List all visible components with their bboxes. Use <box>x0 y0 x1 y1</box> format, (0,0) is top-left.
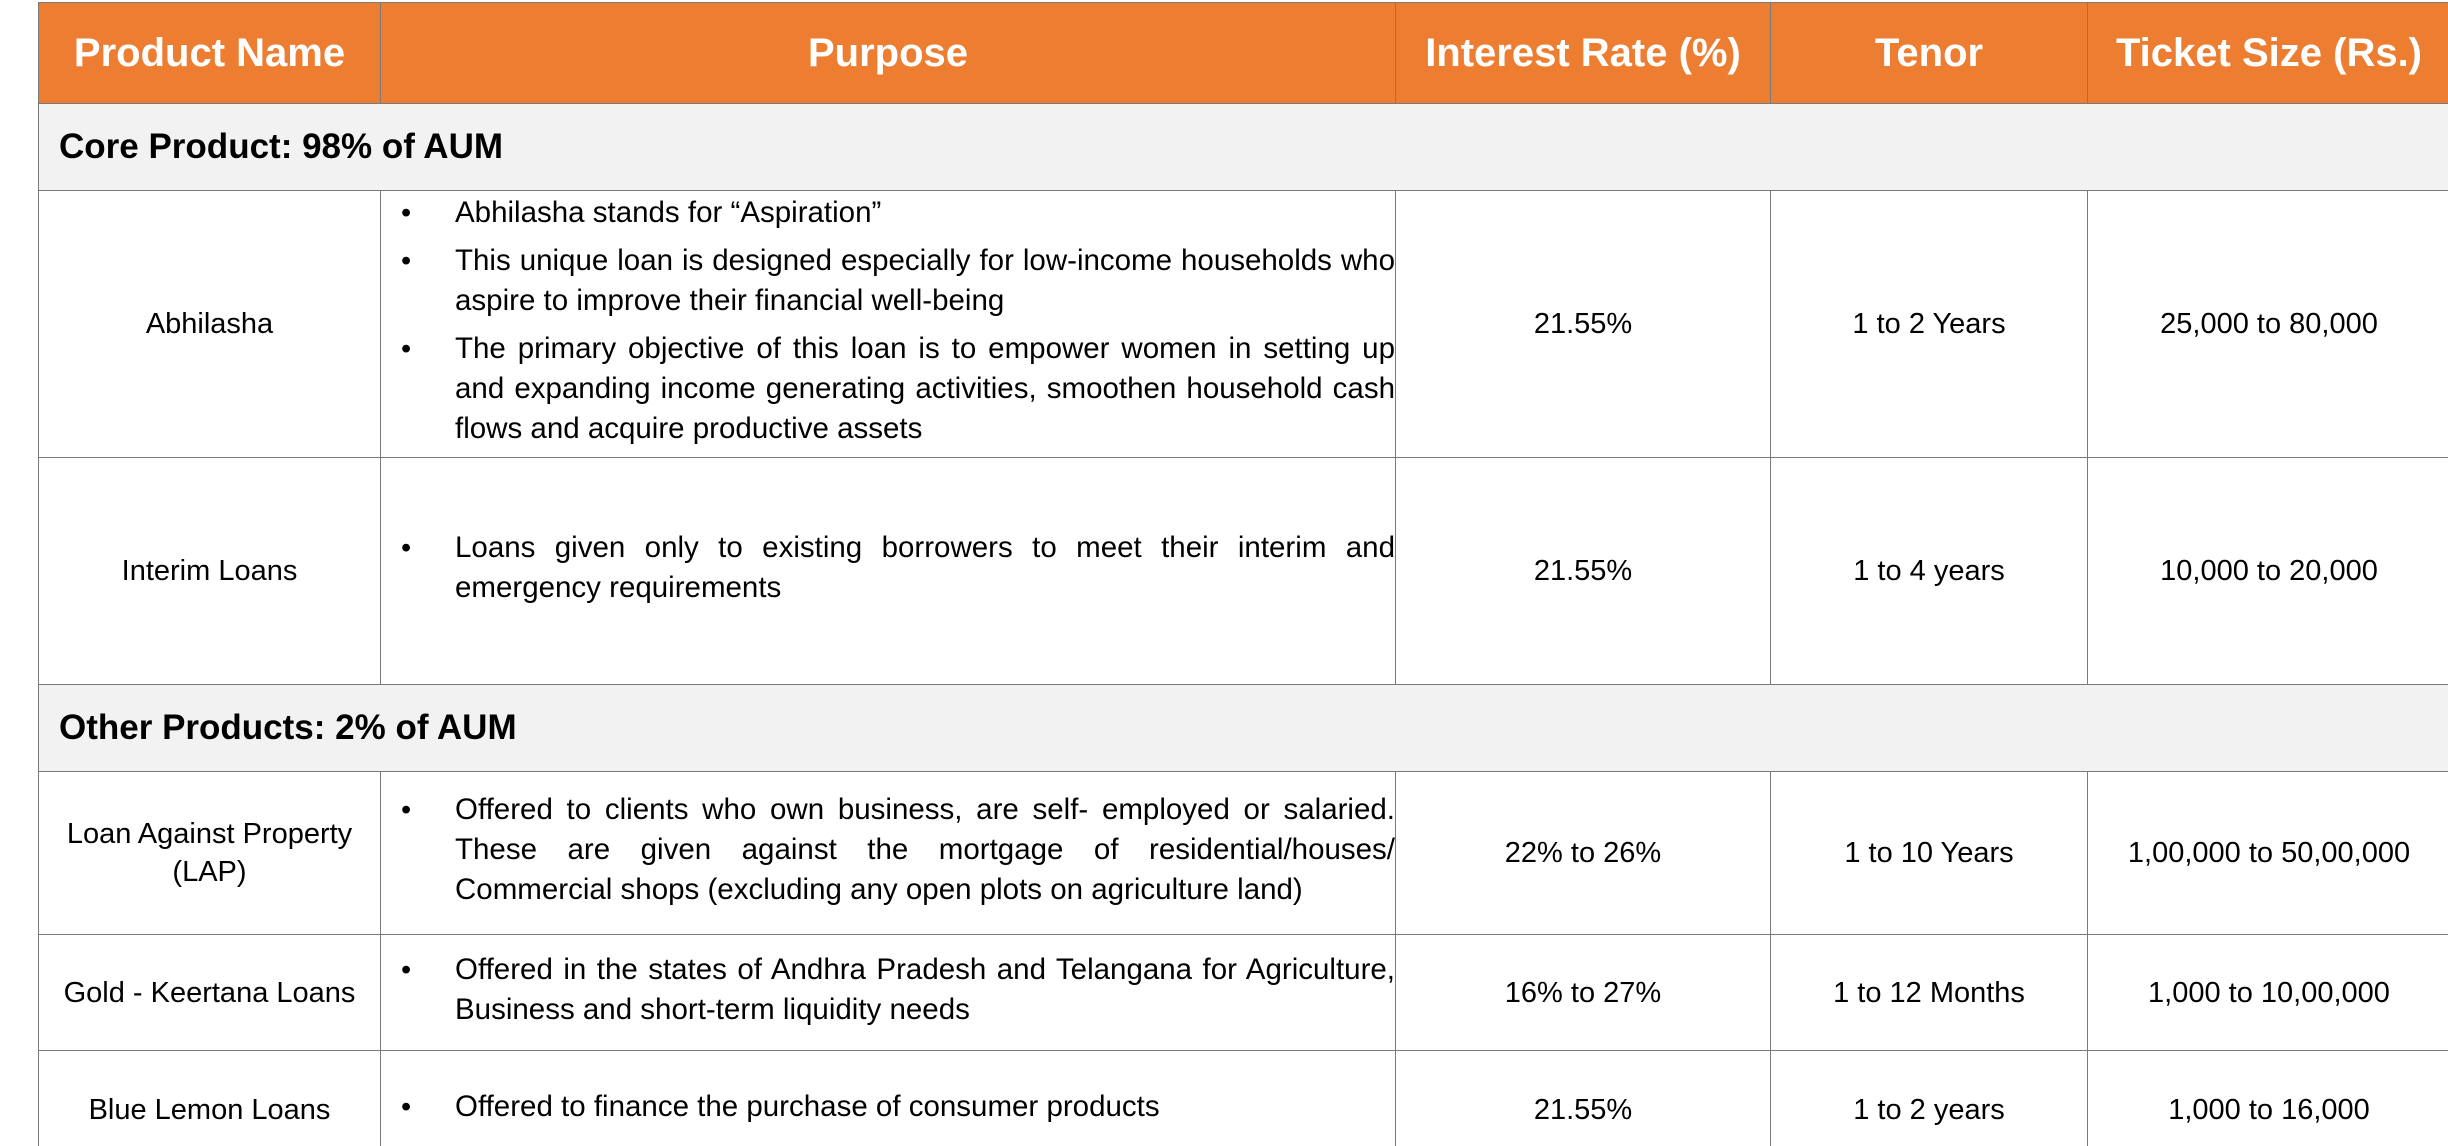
bullet-icon: • <box>401 245 412 277</box>
product-purpose: • Offered in the states of Andhra Pradesh… <box>380 934 1396 1051</box>
ticket-size: 1,000 to 16,000 <box>2087 1050 2448 1146</box>
table-row: Blue Lemon Loans • Offered to finance the… <box>38 1050 2448 1146</box>
interest-rate: 22% to 26% <box>1395 771 1771 935</box>
header-product-name: Product Name <box>38 2 381 104</box>
tenor: 1 to 2 Years <box>1770 190 2088 458</box>
purpose-list: • Offered in the states of Andhra Pradesh… <box>381 950 1395 1030</box>
bullet-icon: • <box>401 532 412 564</box>
section-row-core: Core Product: 98% of AUM <box>38 103 2448 191</box>
tenor: 1 to 4 years <box>1770 457 2088 685</box>
purpose-text: The primary objective of this loan is to… <box>455 332 1395 445</box>
purpose-item: • Offered in the states of Andhra Pradesh… <box>381 950 1395 1030</box>
purpose-list: • Loans given only to existing borrowers … <box>381 528 1395 608</box>
header-ticket-size: Ticket Size (Rs.) <box>2087 2 2448 104</box>
section-title: Core Product: 98% of AUM <box>38 103 2448 191</box>
bullet-icon: • <box>401 333 412 365</box>
purpose-list: • Offered to finance the purchase of cons… <box>381 1087 1395 1127</box>
purpose-item: • Loans given only to existing borrowers … <box>381 528 1395 608</box>
bullet-icon: • <box>401 794 412 826</box>
table-header: Product Name Purpose Interest Rate (%) T… <box>38 2 2448 104</box>
product-purpose: • Loans given only to existing borrowers … <box>380 457 1396 685</box>
purpose-item: • This unique loan is designed especially… <box>381 241 1395 321</box>
purpose-list: • Abhilasha stands for “Aspiration” • This… <box>381 193 1395 449</box>
interest-rate: 21.55% <box>1395 1050 1771 1146</box>
product-name: Interim Loans <box>38 457 381 685</box>
purpose-item: • Offered to finance the purchase of cons… <box>381 1087 1395 1127</box>
table-body: Core Product: 98% of AUM Abhilasha • Abhi… <box>38 103 2448 1146</box>
table-row: Loan Against Property (LAP) • Offered to … <box>38 771 2448 935</box>
table-row: Gold - Keertana Loans • Offered in the st… <box>38 934 2448 1051</box>
product-purpose: • Offered to clients who own business, ar… <box>380 771 1396 935</box>
purpose-item: • Abhilasha stands for “Aspiration” <box>381 193 1395 233</box>
purpose-text: Offered to clients who own business, are… <box>455 793 1395 906</box>
bullet-icon: • <box>401 953 412 986</box>
table-row: Abhilasha • Abhilasha stands for “Aspirat… <box>38 190 2448 458</box>
bullet-icon: • <box>401 197 412 229</box>
purpose-text: Offered in the states of Andhra Pradesh … <box>455 952 1395 1026</box>
ticket-size: 1,000 to 10,00,000 <box>2087 934 2448 1051</box>
header-interest-rate: Interest Rate (%) <box>1395 2 1771 104</box>
ticket-size: 25,000 to 80,000 <box>2087 190 2448 458</box>
interest-rate: 21.55% <box>1395 190 1771 458</box>
purpose-text: Offered to finance the purchase of consu… <box>455 1090 1160 1123</box>
section-row-other: Other Products: 2% of AUM <box>38 684 2448 772</box>
tenor: 1 to 12 Months <box>1770 934 2088 1051</box>
purpose-text: This unique loan is designed especially … <box>455 244 1395 317</box>
header-tenor: Tenor <box>1770 2 2088 104</box>
ticket-size: 10,000 to 20,000 <box>2087 457 2448 685</box>
product-name: Gold - Keertana Loans <box>38 934 381 1051</box>
section-title: Other Products: 2% of AUM <box>38 684 2448 772</box>
products-table: Product Name Purpose Interest Rate (%) T… <box>38 2 2448 1146</box>
bullet-icon: • <box>401 1091 412 1123</box>
purpose-item: • Offered to clients who own business, ar… <box>381 790 1395 910</box>
header-purpose: Purpose <box>380 2 1396 104</box>
purpose-text: Abhilasha stands for “Aspiration” <box>455 196 882 229</box>
interest-rate: 21.55% <box>1395 457 1771 685</box>
purpose-list: • Offered to clients who own business, ar… <box>381 790 1395 910</box>
product-name: Blue Lemon Loans <box>38 1050 381 1146</box>
tenor: 1 to 2 years <box>1770 1050 2088 1146</box>
purpose-text: Loans given only to existing borrowers t… <box>455 531 1395 604</box>
header-row: Product Name Purpose Interest Rate (%) T… <box>38 2 2448 104</box>
ticket-size: 1,00,000 to 50,00,000 <box>2087 771 2448 935</box>
product-purpose: • Offered to finance the purchase of cons… <box>380 1050 1396 1146</box>
table-row: Interim Loans • Loans given only to exist… <box>38 457 2448 685</box>
product-name: Loan Against Property (LAP) <box>38 771 381 935</box>
interest-rate: 16% to 27% <box>1395 934 1771 1051</box>
tenor: 1 to 10 Years <box>1770 771 2088 935</box>
purpose-item: • The primary objective of this loan is t… <box>381 329 1395 449</box>
product-purpose: • Abhilasha stands for “Aspiration” • This… <box>380 190 1396 458</box>
product-name: Abhilasha <box>38 190 381 458</box>
